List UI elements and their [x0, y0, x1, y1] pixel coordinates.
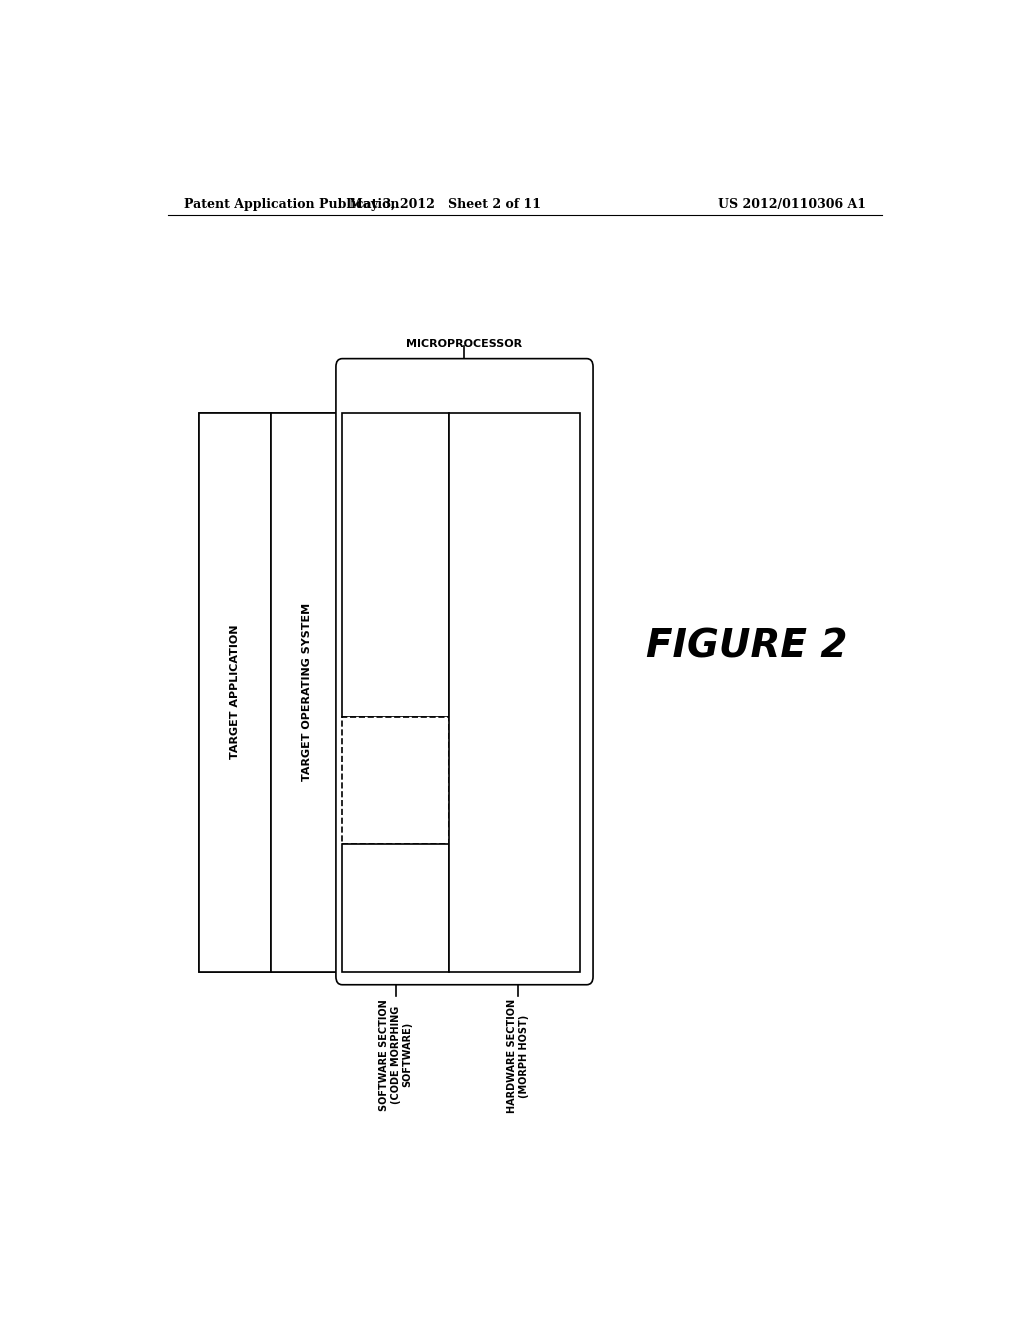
Bar — [270, 412, 342, 972]
Text: TARGET OPERATING SYSTEM: TARGET OPERATING SYSTEM — [301, 603, 311, 781]
Text: ENHANCED HARDWARE: ENHANCED HARDWARE — [510, 619, 520, 764]
Text: TARGET APPLICATION: TARGET APPLICATION — [230, 624, 241, 759]
Bar — [342, 845, 450, 972]
Text: FIGURE 2: FIGURE 2 — [646, 627, 848, 665]
Text: TRANSLATION
BUFFER: TRANSLATION BUFFER — [385, 743, 408, 820]
Text: HARDWARE SECTION
(MORPH HOST): HARDWARE SECTION (MORPH HOST) — [507, 999, 528, 1113]
FancyBboxPatch shape — [336, 359, 593, 985]
Bar — [200, 412, 270, 972]
Text: May 3, 2012   Sheet 2 of 11: May 3, 2012 Sheet 2 of 11 — [349, 198, 542, 211]
Text: BASIC MACHINE FUNCTIONS
INTERRUPT HANDLERS
TRAP HANDLERS
HARDWARE SIMULATION: BASIC MACHINE FUNCTIONS INTERRUPT HANDLE… — [375, 494, 417, 636]
Text: Patent Application Publication: Patent Application Publication — [183, 198, 399, 211]
Text: US 2012/0110306 A1: US 2012/0110306 A1 — [718, 198, 866, 211]
Bar — [342, 413, 450, 718]
Text: TRANSLATOR
INSTRUCTION SET 1/
INSTRUCTION SET 2: TRANSLATOR INSTRUCTION SET 1/ INSTRUCTIO… — [380, 855, 412, 960]
Text: MICROPROCESSOR: MICROPROCESSOR — [407, 339, 522, 350]
Bar — [450, 412, 581, 972]
Bar — [200, 412, 581, 972]
Bar — [342, 718, 450, 845]
Text: SOFTWARE SECTION
(CODE MORPHING
SOFTWARE): SOFTWARE SECTION (CODE MORPHING SOFTWARE… — [379, 999, 413, 1110]
